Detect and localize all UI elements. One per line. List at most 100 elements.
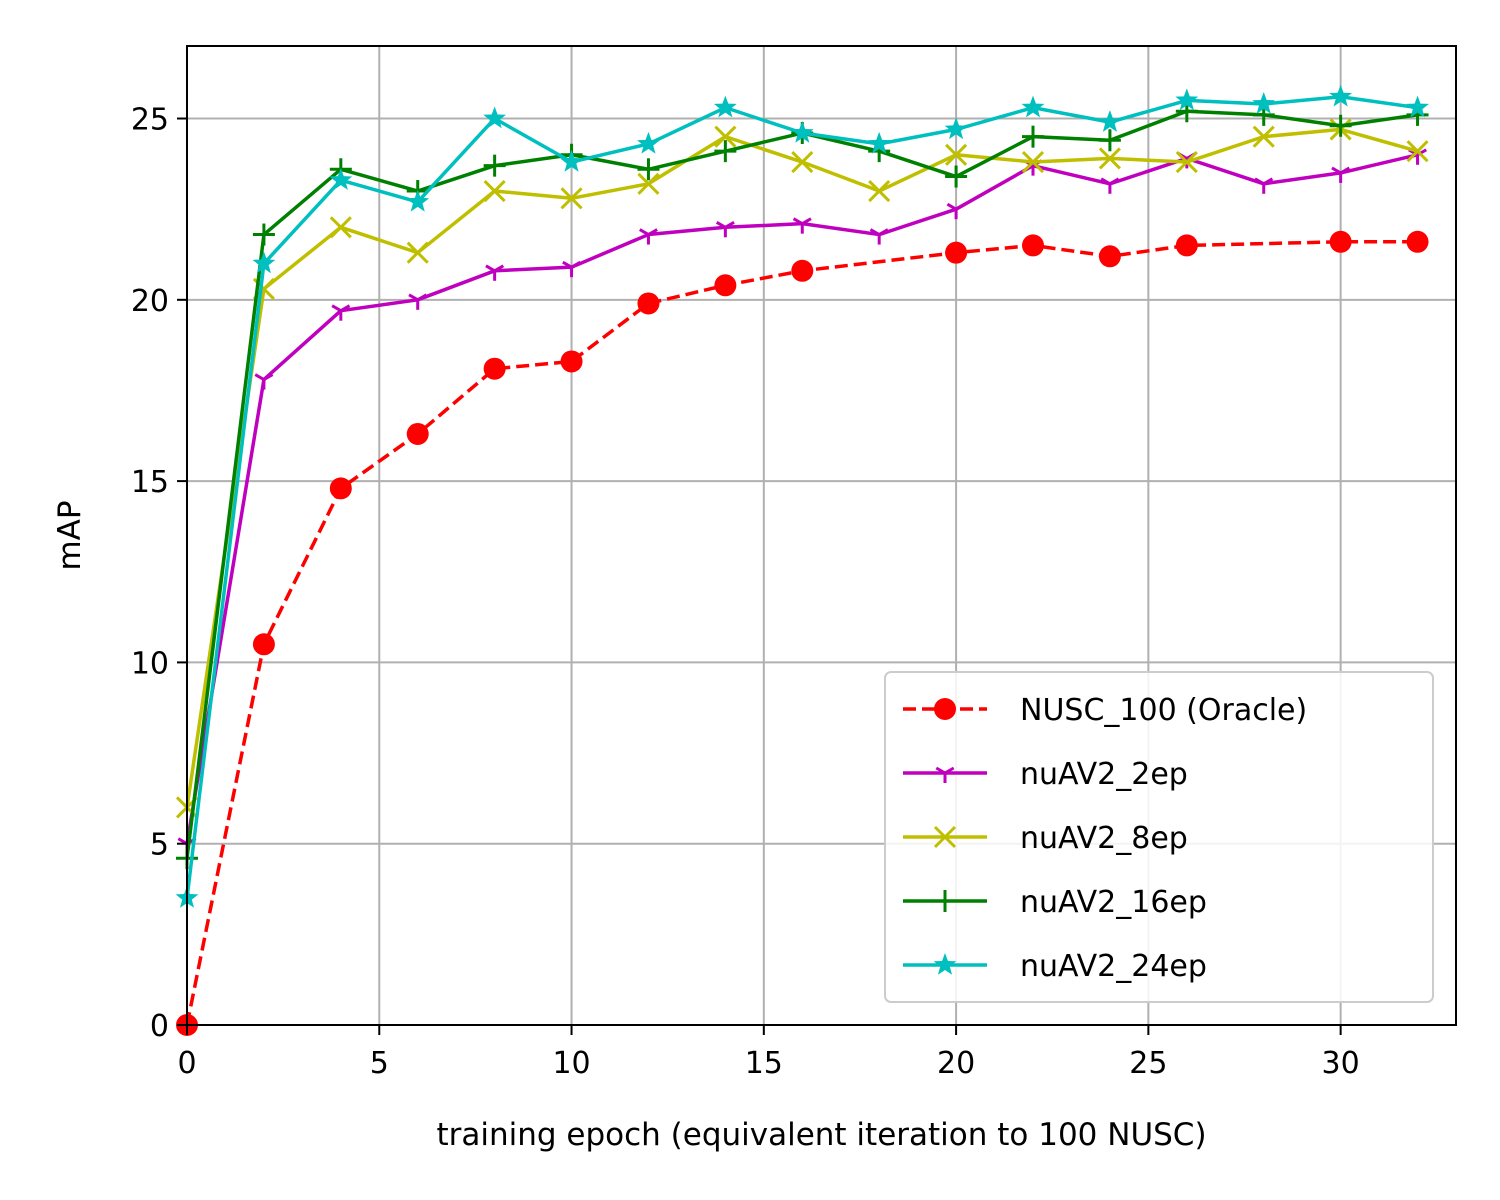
data-point <box>637 131 660 154</box>
data-point <box>945 143 968 166</box>
data-point <box>945 241 968 264</box>
data-point <box>483 154 506 177</box>
data-point <box>562 260 581 278</box>
data-point <box>1022 234 1044 257</box>
y-tick-label: 10 <box>131 646 169 681</box>
data-point <box>639 228 658 245</box>
data-point <box>483 357 506 380</box>
x-tick-label: 0 <box>177 1046 196 1081</box>
data-point <box>944 117 968 140</box>
data-point <box>406 189 430 212</box>
y-tick-label: 15 <box>131 465 169 500</box>
legend-label: nuAV2_8ep <box>1020 821 1188 856</box>
series-nusc-100-oracle <box>176 230 1429 1036</box>
data-point <box>792 217 812 234</box>
legend-label: nuAV2_16ep <box>1020 885 1207 920</box>
data-point <box>637 158 660 181</box>
data-point <box>329 168 353 190</box>
y-tick-label: 0 <box>150 1009 169 1044</box>
legend-item: NUSC_100 (Oracle) <box>903 693 1307 728</box>
data-point <box>946 202 966 220</box>
data-point <box>637 172 660 195</box>
data-point <box>1022 125 1044 148</box>
data-point <box>252 633 275 656</box>
data-point <box>1100 177 1120 194</box>
data-point <box>868 179 891 203</box>
data-point <box>408 293 428 310</box>
legend-label: nuAV2_2ep <box>1020 757 1188 792</box>
data-point <box>1098 245 1121 268</box>
legend-marker <box>933 953 957 975</box>
x-tick-label: 10 <box>552 1046 590 1081</box>
data-point <box>1098 110 1122 132</box>
data-point <box>1021 150 1045 174</box>
data-point <box>791 259 814 282</box>
data-point <box>1252 92 1276 114</box>
legend-label: NUSC_100 (Oracle) <box>1020 693 1307 728</box>
legend-item: nuAV2_2ep <box>903 757 1188 792</box>
x-tick-label: 20 <box>937 1046 975 1081</box>
data-point <box>714 125 737 148</box>
legend-marker <box>934 890 956 912</box>
axis-ticks: 0 5 10 15 20 25 30 0 5 10 15 20 25 <box>131 103 1360 1081</box>
x-tick-label: 25 <box>1129 1046 1167 1081</box>
data-point <box>483 106 507 129</box>
data-point <box>869 228 889 245</box>
x-tick-label: 15 <box>745 1046 783 1081</box>
x-tick-label: 30 <box>1322 1046 1360 1081</box>
data-point <box>560 150 583 172</box>
data-point <box>331 304 351 321</box>
y-axis-label: mAP <box>52 500 88 570</box>
legend-marker <box>935 766 955 783</box>
data-point <box>560 350 583 373</box>
data-point <box>1254 177 1274 194</box>
data-point <box>790 121 814 143</box>
legend-item: nuAV2_16ep <box>903 885 1207 920</box>
y-tick-label: 5 <box>150 828 169 863</box>
data-point <box>406 422 429 445</box>
data-point <box>252 223 275 246</box>
data-point <box>714 140 737 163</box>
data-point <box>867 131 891 154</box>
data-point <box>1406 140 1429 163</box>
data-point <box>483 179 506 203</box>
data-point <box>1329 84 1353 107</box>
data-point <box>329 477 352 500</box>
data-point <box>1406 230 1429 253</box>
legend-item: nuAV2_24ep <box>903 949 1207 984</box>
data-point <box>329 216 352 239</box>
data-point <box>1175 234 1198 257</box>
data-point <box>1329 114 1352 137</box>
data-point <box>252 251 276 274</box>
x-axis-label: training epoch (equivalent iteration to … <box>436 1117 1206 1153</box>
y-tick-label: 20 <box>131 284 169 319</box>
data-point <box>1252 125 1275 148</box>
data-point <box>254 373 274 390</box>
data-point <box>1329 230 1352 253</box>
data-point <box>1175 150 1198 174</box>
data-point <box>1331 166 1351 183</box>
plot-series <box>175 84 1429 1036</box>
data-point <box>560 187 583 210</box>
legend-marker <box>933 825 957 849</box>
data-point <box>1098 129 1121 152</box>
data-point <box>485 264 505 281</box>
data-point <box>791 150 814 174</box>
data-point <box>1175 88 1199 111</box>
data-point <box>406 241 429 264</box>
data-point <box>714 274 737 297</box>
data-point <box>1098 147 1121 170</box>
data-point <box>713 95 737 118</box>
data-point <box>637 292 660 315</box>
data-point <box>945 165 968 188</box>
grid <box>186 46 1456 1026</box>
legend-marker <box>934 698 956 720</box>
data-point <box>1406 95 1429 118</box>
legend-item: nuAV2_8ep <box>903 821 1188 856</box>
x-tick-label: 5 <box>370 1046 389 1081</box>
legend-box <box>884 671 1434 1003</box>
legend: NUSC_100 (Oracle) nuAV2_2ep nuAV2_8ep nuAV2… <box>884 671 1434 1003</box>
data-point <box>715 220 735 238</box>
data-point <box>1021 95 1045 118</box>
